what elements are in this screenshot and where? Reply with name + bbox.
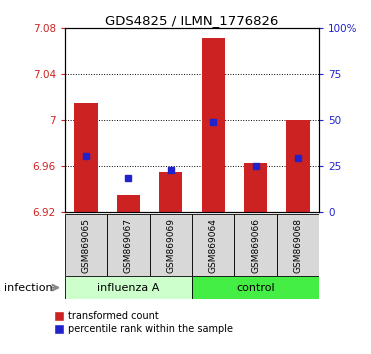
Text: infection: infection: [4, 282, 52, 293]
Bar: [244, 163, 267, 212]
Bar: [117, 195, 140, 212]
Text: GSM869068: GSM869068: [293, 218, 302, 273]
Bar: [65, 276, 192, 299]
Bar: [192, 276, 319, 299]
Bar: [192, 214, 234, 276]
Text: GSM869064: GSM869064: [209, 218, 218, 273]
Bar: [201, 38, 225, 212]
Bar: [234, 214, 277, 276]
Bar: [150, 214, 192, 276]
Text: control: control: [236, 282, 275, 293]
Bar: [286, 120, 309, 212]
Bar: [159, 172, 183, 212]
Legend: transformed count, percentile rank within the sample: transformed count, percentile rank withi…: [51, 308, 237, 338]
Bar: [277, 214, 319, 276]
Bar: [75, 103, 98, 212]
Text: GSM869065: GSM869065: [82, 218, 91, 273]
Text: GSM869067: GSM869067: [124, 218, 133, 273]
Bar: [107, 214, 150, 276]
Text: influenza A: influenza A: [97, 282, 160, 293]
Text: GSM869066: GSM869066: [251, 218, 260, 273]
Bar: [65, 214, 107, 276]
Title: GDS4825 / ILMN_1776826: GDS4825 / ILMN_1776826: [105, 14, 279, 27]
Text: GSM869069: GSM869069: [166, 218, 175, 273]
